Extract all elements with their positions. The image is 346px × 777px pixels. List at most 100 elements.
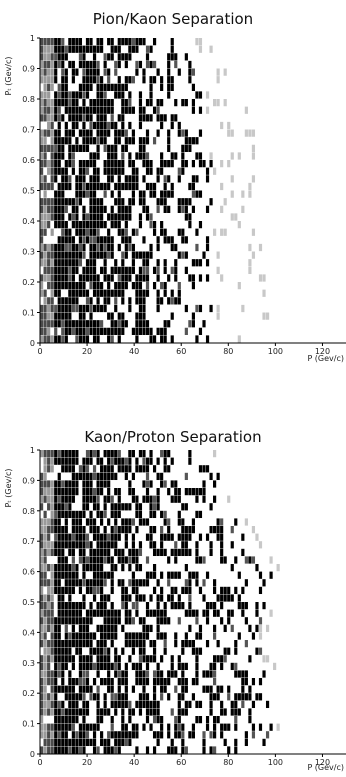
heatmap-cell <box>237 152 241 160</box>
heatmap-cell <box>43 472 47 481</box>
heatmap-cell <box>198 152 203 160</box>
heatmap-cell <box>64 91 68 99</box>
heatmap-cell <box>68 320 72 328</box>
heatmap-cell <box>54 503 58 511</box>
y-axis-label: Pₜ (Gev/c) <box>4 469 13 508</box>
heatmap-cell <box>152 693 157 701</box>
heatmap-cell <box>145 259 150 267</box>
heatmap-cell <box>71 289 75 297</box>
heatmap-cell <box>181 99 185 107</box>
heatmap-cell <box>82 579 86 587</box>
heatmap-cell <box>96 488 100 496</box>
heatmap-cell <box>213 228 217 236</box>
heatmap-cell <box>57 738 61 747</box>
heatmap-cell <box>117 670 121 678</box>
heatmap-cell <box>184 327 188 335</box>
heatmap-cell <box>92 586 97 595</box>
heatmap-cell <box>40 312 44 320</box>
heatmap-cell <box>135 594 139 602</box>
heatmap-cell <box>57 243 61 252</box>
heatmap-cell <box>54 731 58 739</box>
heatmap-cell <box>124 640 128 648</box>
heatmap-cell <box>64 640 68 648</box>
heatmap-cell <box>68 503 72 511</box>
heatmap-cell <box>114 518 118 526</box>
heatmap-cell <box>89 129 93 137</box>
heatmap-cell <box>92 228 97 236</box>
heatmap-cell <box>142 236 146 244</box>
heatmap-cell <box>54 716 58 724</box>
heatmap-cell <box>57 579 61 587</box>
heatmap-cell <box>174 556 178 564</box>
heatmap-cell <box>78 312 83 320</box>
heatmap-cell <box>75 327 79 335</box>
heatmap-cell <box>131 548 135 557</box>
heatmap-cell <box>71 495 75 503</box>
heatmap-cell <box>82 488 86 496</box>
heatmap-cell <box>43 465 47 473</box>
heatmap-cell <box>213 579 217 587</box>
heatmap-cell <box>64 465 68 473</box>
heatmap-cell <box>131 662 135 671</box>
heatmap-cell <box>188 221 192 229</box>
heatmap-cell <box>107 129 111 137</box>
heatmap-cell <box>191 99 195 107</box>
heatmap-cell <box>110 571 114 579</box>
heatmap-cell <box>43 45 47 53</box>
heatmap-cell <box>57 205 61 213</box>
heatmap-cell <box>107 228 111 236</box>
x-axis-label: P (Gev/c) <box>307 763 344 772</box>
heatmap-cell <box>47 60 51 69</box>
heatmap-cell <box>230 190 234 198</box>
heatmap-cell <box>248 266 252 274</box>
heatmap-cell <box>43 662 47 671</box>
heatmap-cell <box>181 670 185 678</box>
heatmap-cell <box>64 76 68 84</box>
heatmap-cell <box>75 731 79 739</box>
heatmap-cell <box>92 213 97 221</box>
heatmap-cell <box>170 243 174 252</box>
heatmap-cell <box>128 198 132 206</box>
heatmap-cell <box>43 182 47 191</box>
heatmap-cell <box>135 579 139 587</box>
heatmap-cell <box>82 480 86 488</box>
heatmap-cell <box>265 700 270 709</box>
heatmap-cell <box>75 472 79 481</box>
heatmap-cell <box>47 213 51 221</box>
heatmap-cell <box>142 320 146 328</box>
heatmap-cell <box>75 175 79 183</box>
heatmap-cell <box>100 662 104 671</box>
heatmap-cell <box>167 594 171 602</box>
heatmap-cell <box>181 602 185 610</box>
heatmap-cell <box>68 289 72 297</box>
heatmap-cell <box>40 68 44 76</box>
heatmap-cell <box>75 144 79 152</box>
heatmap-cell <box>124 472 128 481</box>
heatmap-cell <box>78 228 83 236</box>
heatmap-cell <box>50 541 54 549</box>
heatmap-cell <box>92 564 97 572</box>
heatmap-cell <box>241 670 245 678</box>
heatmap-cell <box>269 609 273 617</box>
heatmap-cell <box>124 137 128 145</box>
heatmap-cell <box>128 137 132 145</box>
heatmap-cell <box>160 594 164 602</box>
heatmap-cell <box>47 450 51 458</box>
heatmap-cell <box>121 327 125 335</box>
heatmap-cell <box>47 564 51 572</box>
heatmap-cell <box>188 457 192 465</box>
heatmap-cell <box>50 738 54 747</box>
heatmap-cell <box>149 60 153 69</box>
heatmap-cell <box>135 289 139 297</box>
heatmap-cell <box>209 503 213 511</box>
heatmap-cell <box>61 586 65 595</box>
heatmap-cell <box>85 45 90 53</box>
heatmap-cell <box>121 723 125 731</box>
heatmap-cell <box>54 488 58 496</box>
heatmap-cell <box>149 526 153 534</box>
heatmap-cell <box>57 83 61 91</box>
heatmap-cell <box>138 274 143 282</box>
heatmap-cell <box>163 190 167 198</box>
heatmap-cell <box>135 274 139 282</box>
heatmap-cell <box>163 647 167 655</box>
